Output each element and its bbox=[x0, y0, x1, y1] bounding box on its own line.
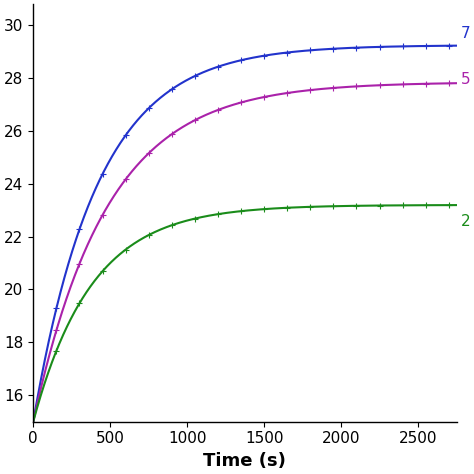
X-axis label: Time (s): Time (s) bbox=[203, 452, 286, 470]
Text: 2: 2 bbox=[461, 214, 470, 229]
Text: 7: 7 bbox=[461, 26, 470, 41]
Text: 5: 5 bbox=[461, 72, 470, 87]
